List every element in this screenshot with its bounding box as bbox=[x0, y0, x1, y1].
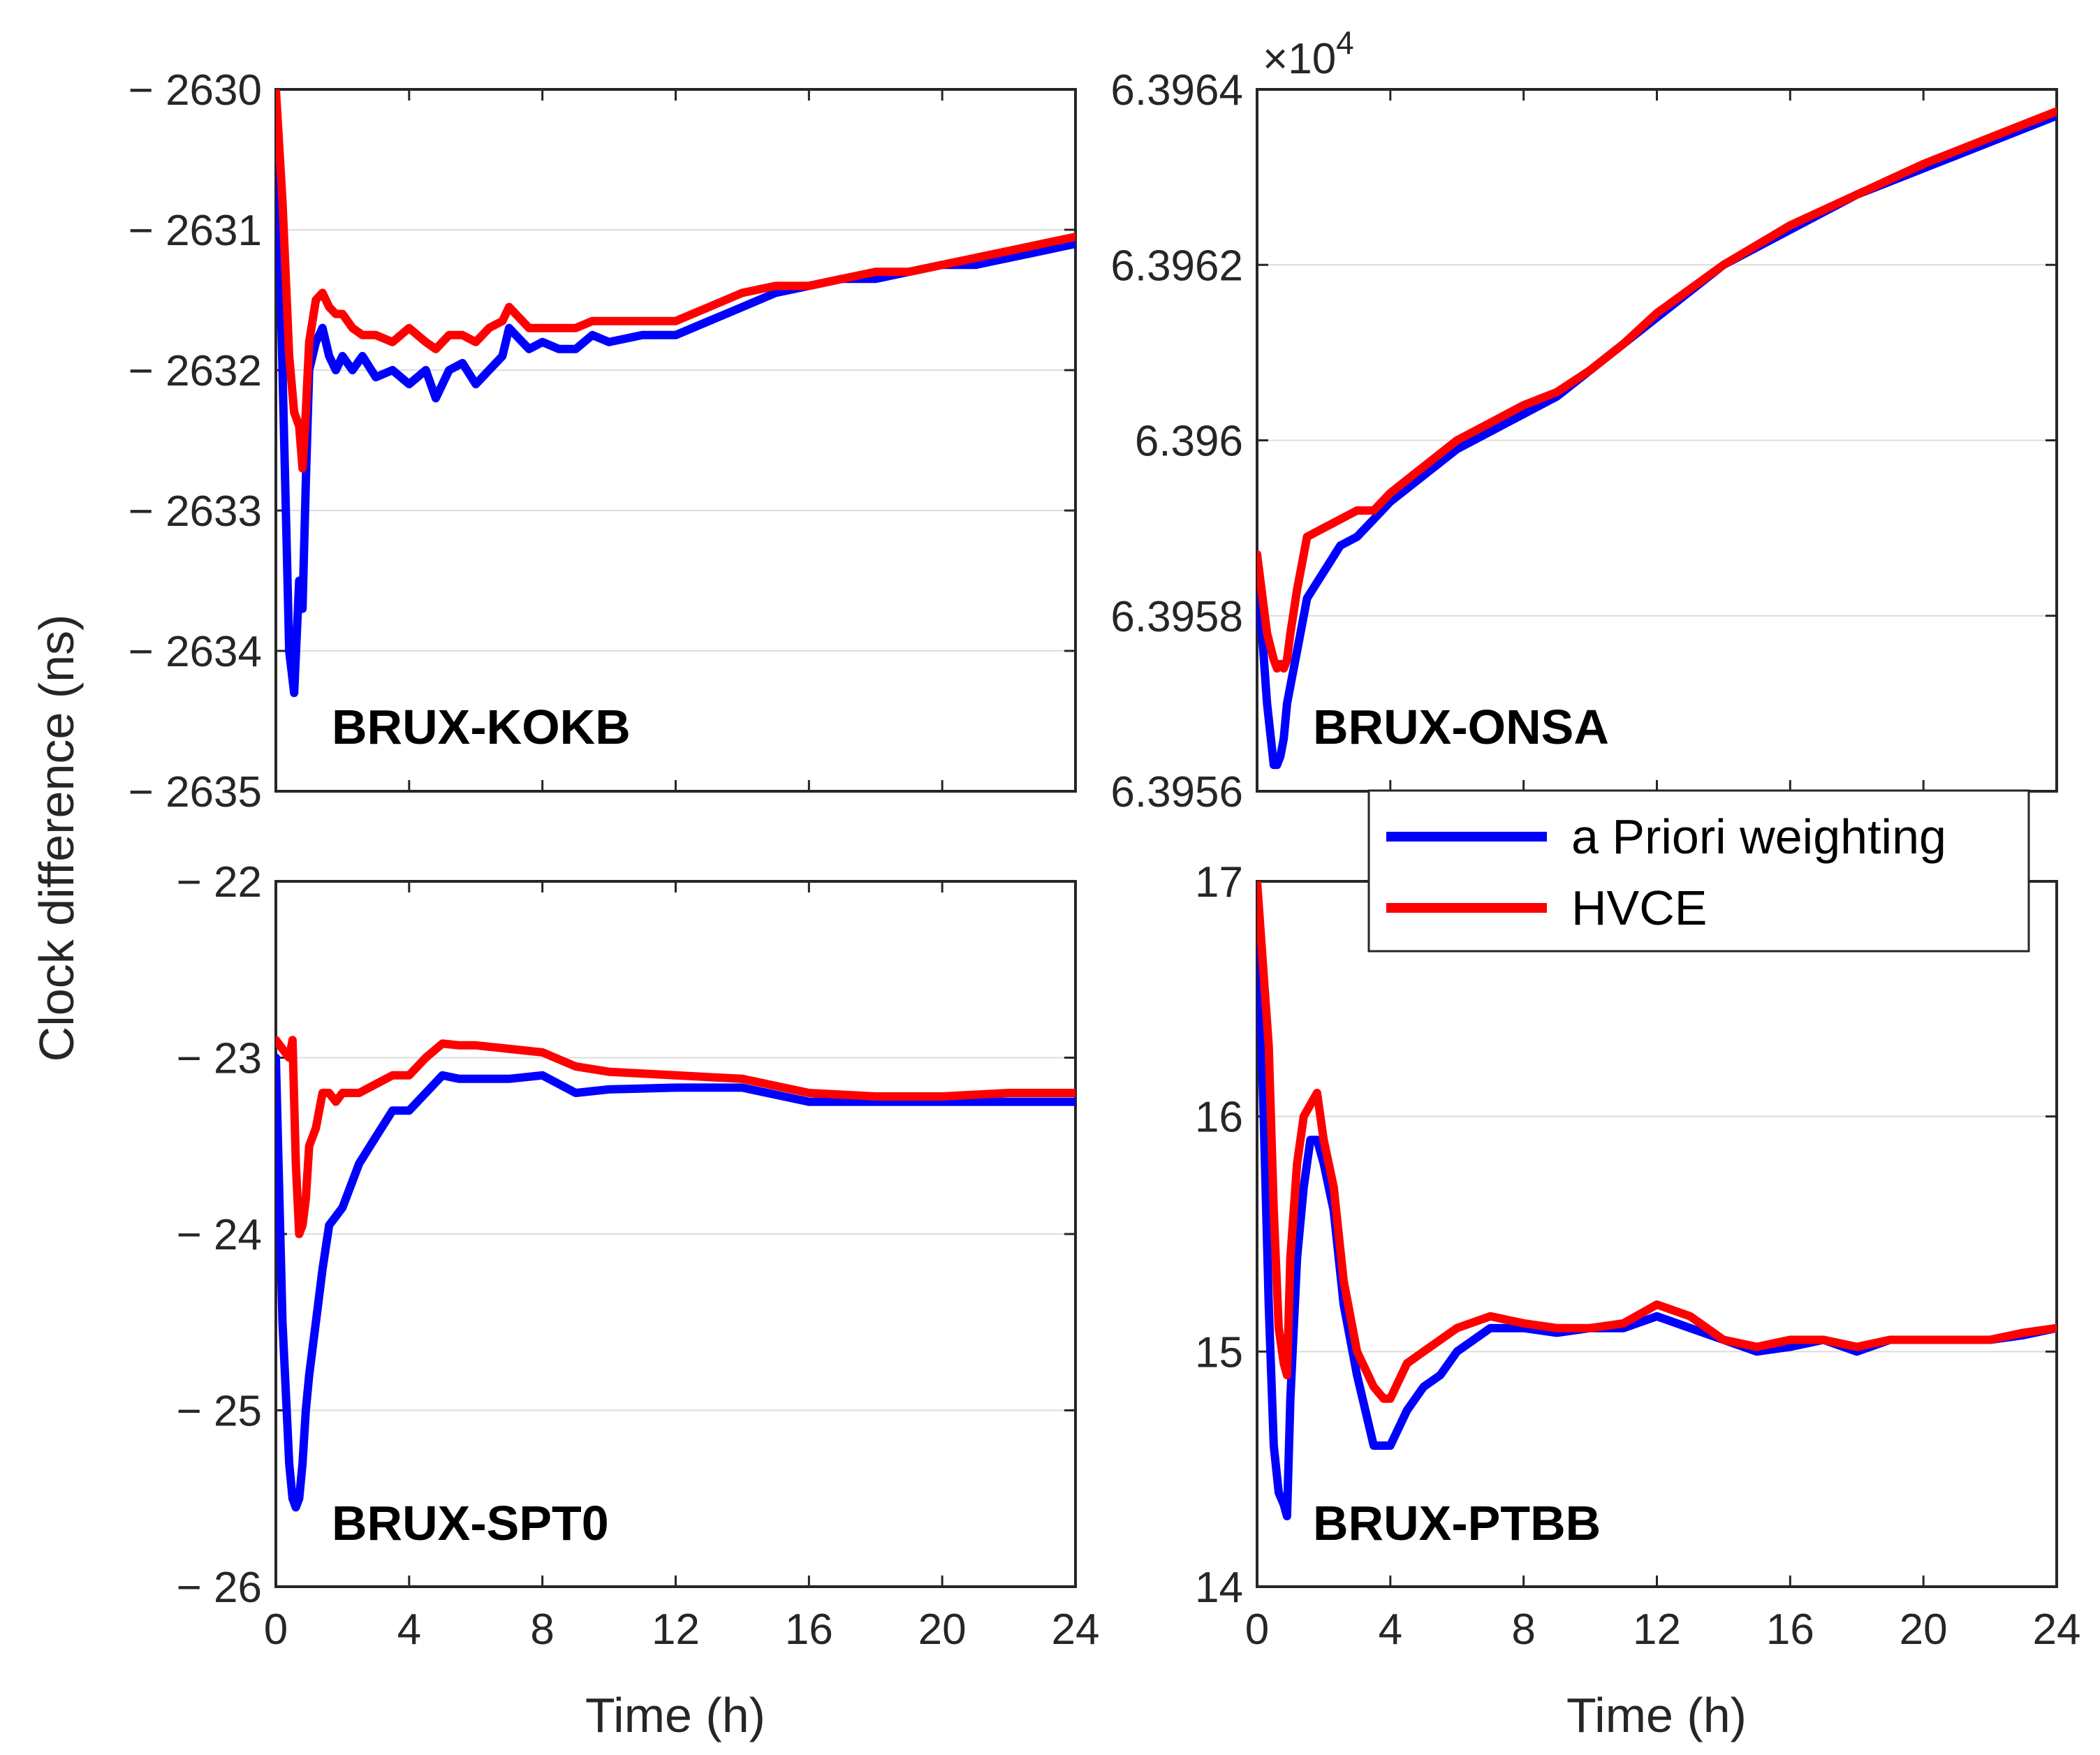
x-tick-label: 8 bbox=[1511, 1606, 1535, 1654]
x-tick-label: 4 bbox=[1379, 1606, 1402, 1654]
x-tick-label: 16 bbox=[785, 1606, 833, 1654]
y-tick-label: − 22 bbox=[177, 858, 262, 906]
y-tick-labels: − 22 − 23 − 24 − 25 − 26 bbox=[177, 858, 262, 1612]
legend-box bbox=[1367, 789, 2030, 953]
x-tick-label: 0 bbox=[264, 1606, 288, 1654]
y-tick-label: 6.3964 bbox=[1110, 66, 1243, 115]
x-tick-labels: 0 4 8 12 16 20 24 bbox=[264, 1606, 1100, 1654]
x-tick-label: 24 bbox=[2033, 1606, 2081, 1654]
panel-annotation: BRUX-ONSA bbox=[1313, 700, 1609, 754]
series-lines bbox=[1257, 107, 2057, 770]
y-tick-labels: 14 15 16 17 bbox=[1195, 858, 1243, 1612]
x-tick-label: 24 bbox=[1052, 1606, 1100, 1654]
exponent-label: ×104 bbox=[1263, 24, 1354, 83]
panel-brux-spt0: − 22 − 23 − 24 − 25 − 26 0 4 8 12 16 20 24 BRUX-SP… bbox=[177, 858, 1100, 1742]
y-tick-label: − 2633 bbox=[129, 487, 262, 536]
panel-brux-ptbb: 14 15 16 17 0 4 8 12 16 20 24 BRUX-PTBB Time (h) bbox=[1195, 858, 2080, 1742]
panel-annotation: BRUX-KOKB bbox=[332, 700, 631, 754]
panel-annotation: BRUX-PTBB bbox=[1313, 1496, 1601, 1550]
y-tick-label: 6.3958 bbox=[1110, 593, 1243, 641]
gridlines bbox=[276, 229, 1075, 652]
axes-frame bbox=[1256, 880, 2058, 1588]
exponent-power: 4 bbox=[1336, 24, 1354, 61]
y-tick-labels: − 2630 − 2631 − 2632 − 2633 − 2634 − 2635 bbox=[129, 66, 262, 816]
x-tick-label: 20 bbox=[918, 1606, 967, 1654]
x-tick-labels: 0 4 8 12 16 20 24 bbox=[1245, 1606, 2081, 1654]
y-tick-label: 15 bbox=[1195, 1328, 1243, 1376]
series-line-hvce bbox=[1257, 107, 2057, 673]
y-tick-label: − 25 bbox=[177, 1388, 262, 1436]
y-tick-label: 16 bbox=[1195, 1094, 1243, 1142]
tick-marks bbox=[274, 880, 1077, 1588]
series-lines bbox=[276, 1036, 1075, 1512]
gridlines bbox=[276, 1057, 1075, 1411]
x-axis-label: Time (h) bbox=[1566, 1688, 1747, 1742]
legend-label-hvce: HVCE bbox=[1571, 881, 1707, 935]
series-line-hvce bbox=[276, 89, 1075, 473]
series-line-apriori bbox=[276, 1053, 1075, 1512]
y-tick-label: 17 bbox=[1195, 858, 1243, 906]
x-tick-label: 20 bbox=[1900, 1606, 1948, 1654]
legend-label-apriori: a Priori weighting bbox=[1571, 809, 1946, 864]
x-axis-label: Time (h) bbox=[585, 1688, 765, 1742]
x-tick-label: 0 bbox=[1245, 1606, 1269, 1654]
y-tick-label: − 26 bbox=[177, 1564, 262, 1612]
series-lines bbox=[1257, 881, 2057, 1520]
series-line-hvce bbox=[1257, 881, 2057, 1403]
y-tick-label: 6.396 bbox=[1135, 418, 1243, 466]
y-tick-label: − 2634 bbox=[129, 628, 262, 676]
gridlines bbox=[1257, 1115, 2057, 1353]
y-tick-label: 14 bbox=[1195, 1564, 1243, 1612]
exponent-base: ×10 bbox=[1263, 35, 1336, 83]
series-line-hvce bbox=[276, 1036, 1075, 1238]
x-tick-label: 4 bbox=[397, 1606, 421, 1654]
y-tick-label: − 2631 bbox=[129, 207, 262, 255]
panel-annotation: BRUX-SPT0 bbox=[332, 1496, 609, 1550]
y-tick-labels: 6.3956 6.3958 6.396 6.3962 6.3964 bbox=[1110, 66, 1243, 816]
y-tick-label: − 23 bbox=[177, 1035, 262, 1083]
y-tick-label: − 24 bbox=[177, 1211, 262, 1259]
legend: a Priori weighting HVCE bbox=[1367, 789, 2030, 953]
y-axis-label: Clock difference (ns) bbox=[29, 615, 84, 1062]
x-tick-label: 16 bbox=[1766, 1606, 1814, 1654]
panel-brux-kokb: − 2630 − 2631 − 2632 − 2633 − 2634 − 2635 BRU… bbox=[129, 66, 1077, 816]
y-tick-label: − 2632 bbox=[129, 347, 262, 395]
y-tick-label: − 2630 bbox=[129, 66, 262, 115]
x-tick-label: 8 bbox=[530, 1606, 554, 1654]
gridlines bbox=[1257, 264, 2057, 617]
axes-frame bbox=[274, 88, 1077, 793]
y-tick-label: 6.3956 bbox=[1110, 768, 1243, 816]
x-tick-label: 12 bbox=[652, 1606, 700, 1654]
y-tick-label: 6.3962 bbox=[1110, 242, 1243, 290]
y-tick-label: − 2635 bbox=[129, 768, 262, 816]
series-lines bbox=[276, 89, 1075, 698]
x-tick-label: 12 bbox=[1633, 1606, 1681, 1654]
